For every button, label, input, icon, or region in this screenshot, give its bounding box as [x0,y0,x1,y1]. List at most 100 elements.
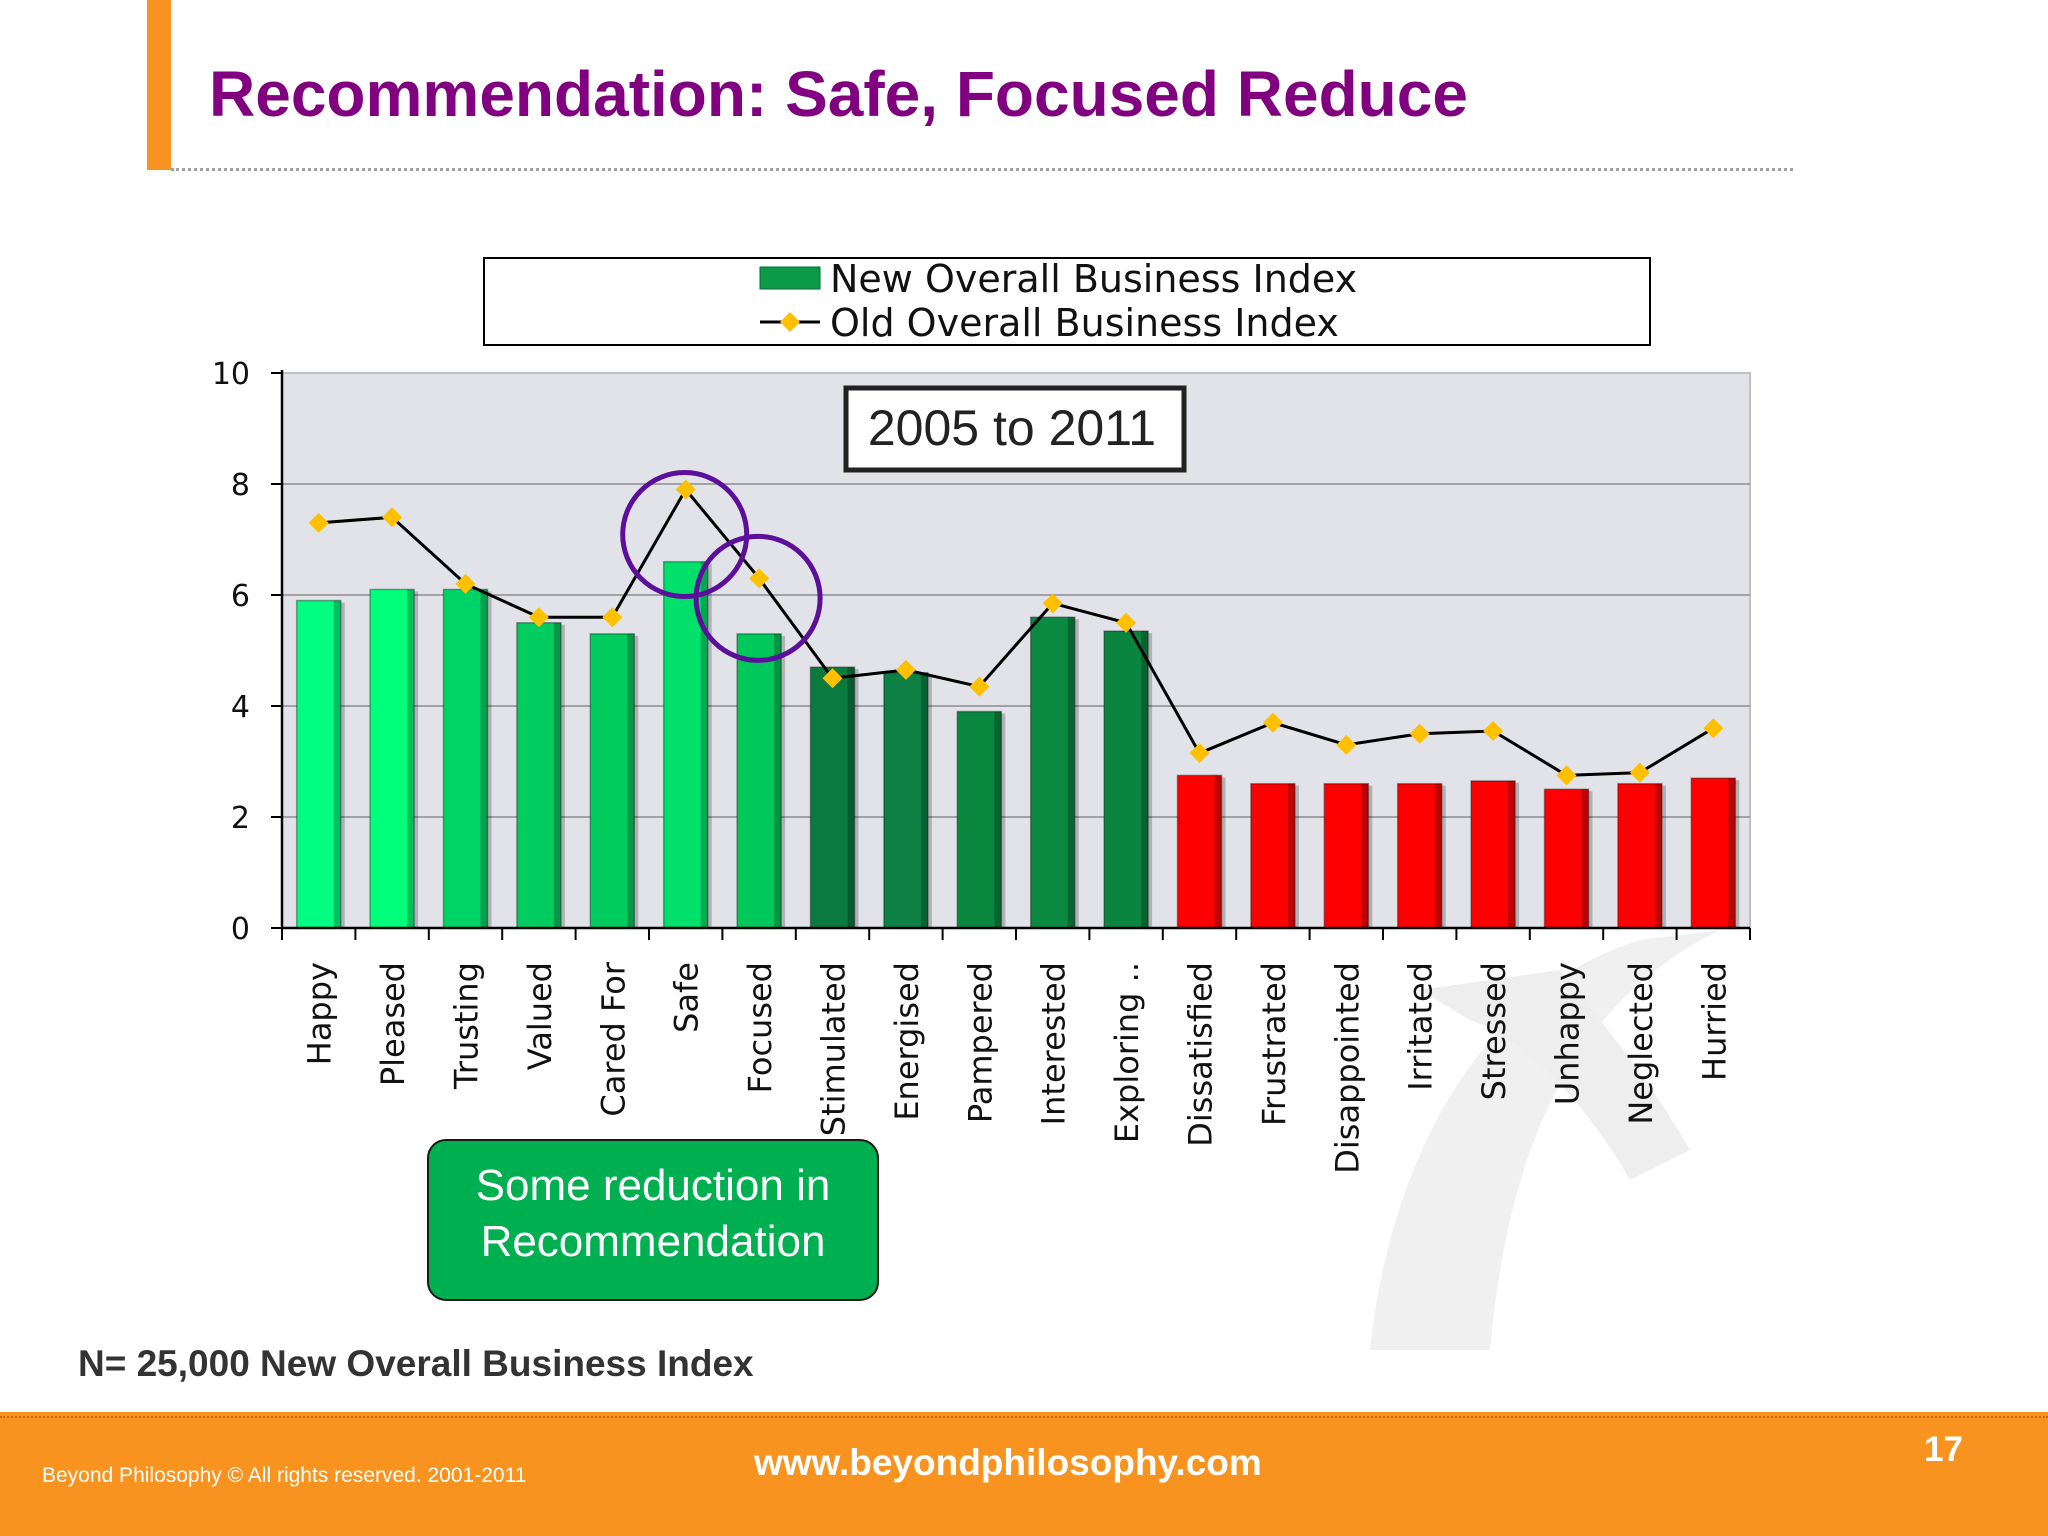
x-tick-label: Stressed [1475,962,1513,1100]
y-tick-label: 10 [212,357,250,392]
old-index-marker [1483,720,1504,741]
old-index-marker [1116,612,1137,633]
bar-edge [847,667,855,928]
old-index-marker [1189,743,1210,764]
old-index-marker [602,607,623,628]
bar [736,633,782,929]
bar [442,588,489,929]
x-tick-label: Disappointed [1328,962,1366,1174]
y-tick-label: 8 [231,468,250,503]
x-tick-label: Pleased [374,962,412,1086]
bar [1250,782,1296,929]
bar [589,633,636,929]
legend-marker-icon [780,312,800,332]
old-index-marker [895,659,916,680]
legend-label-new: New Overall Business Index [830,257,1357,301]
legend-bar-swatch [759,266,821,290]
x-tick-label: Neglected [1622,962,1660,1125]
bar-edge [1654,783,1662,928]
bar-edge [333,600,341,928]
bar-edge [700,561,708,928]
bar [1323,782,1370,929]
old-index-marker [969,676,990,697]
footer-website-link[interactable]: www.beyondphilosophy.com [754,1442,1262,1483]
y-tick-label: 4 [231,690,250,725]
bar [1396,782,1443,929]
old-index-marker [308,512,329,533]
bars [295,560,1740,929]
old-index-polyline [318,486,1715,777]
old-index-marker [1556,765,1577,786]
bar-edge [1214,775,1222,928]
x-tick-label: Focused [741,962,779,1093]
x-tick-label: Valued [521,962,559,1070]
old-index-line [308,479,1724,786]
old-index-marker [675,479,696,500]
old-index-marker [1703,718,1724,739]
x-tick-label: Stimulated [815,962,853,1136]
x-tick-label: Exploring .. [1108,962,1146,1143]
x-tick-label: Dissatisfied [1182,962,1220,1147]
bar-edge [1067,617,1075,928]
x-tick-label: Safe [668,962,706,1033]
slide-title: Recommendation: Safe, Focused Reduce [209,58,1468,130]
bar [369,588,415,929]
bar-edge [1434,783,1442,928]
legend: New Overall Business Index Old Overall B… [483,257,1651,346]
x-tick-label: Happy [301,962,339,1065]
x-tick-labels: Happy Pleased Trusting Valued Cared For Safe F… [301,961,1734,1174]
bar [295,599,342,929]
old-index-marker [1409,723,1430,744]
y-tick-labels: 0 2 4 6 8 10 [212,357,250,947]
sample-size-note: N= 25,000 New Overall Business Index [78,1343,754,1384]
x-tick-label: Interested [1035,962,1073,1125]
old-index-marker [382,507,403,528]
logo-watermark [1370,930,1720,1350]
bar [1690,777,1737,929]
old-index-marker [1629,762,1650,783]
old-index-marker [822,668,843,689]
x-tick-label: Hurried [1695,962,1733,1081]
bar-edge [1287,783,1295,928]
legend-box [483,257,1651,346]
bar-edge [994,711,1002,928]
old-index-marker [528,607,549,628]
old-index-marker [1336,734,1357,755]
title-divider [171,168,1793,171]
callout-box: Some reduction in Recommendation [427,1139,879,1301]
x-tick-label: Energised [888,962,926,1121]
bar-edge [480,589,488,928]
highlight-circle [620,470,750,600]
bar-edge [1361,783,1369,928]
bar-edge [627,633,635,928]
x-tick-label: Pampered [961,962,999,1123]
bar-edge [1581,789,1589,928]
highlight-circles [620,470,823,663]
title-accent-bar [147,0,171,170]
bar [1029,616,1076,929]
x-tick-label: Unhappy [1549,962,1587,1105]
callout-line-2: Recommendation [481,1217,826,1266]
bar-edge [774,633,782,928]
bar-edge [1508,780,1516,928]
y-tick-label: 6 [231,579,250,614]
x-tick-label: Irritated [1402,962,1440,1091]
bar [956,710,1003,929]
highlight-circle [693,533,823,663]
old-index-marker [749,568,770,589]
old-index-marker [1042,593,1063,614]
bar-edge [553,622,561,928]
bar-edge [920,672,928,928]
y-tick-label: 2 [231,801,250,836]
footer: Beyond Philosophy © All rights reserved.… [0,1412,2048,1536]
bar-edge [407,589,415,928]
x-tick-label: Frustrated [1255,962,1293,1126]
bar [1103,630,1149,929]
y-tick-label: 0 [231,912,250,947]
bar [1543,788,1590,929]
bar-edge [1728,778,1736,928]
period-label: 2005 to 2011 [868,400,1156,456]
footer-divider [0,1416,2048,1418]
callout-line-1: Some reduction in [476,1161,831,1210]
